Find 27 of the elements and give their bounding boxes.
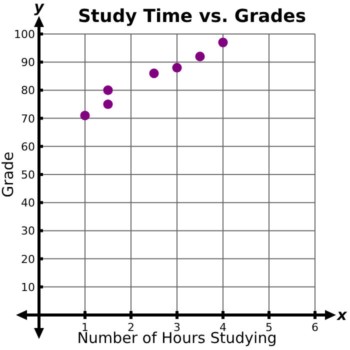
y-tick-label: 10 bbox=[21, 280, 35, 294]
y-tick-label: 100 bbox=[14, 28, 35, 41]
point bbox=[103, 99, 113, 110]
y-tick-label: 80 bbox=[21, 84, 35, 98]
text: x bbox=[336, 306, 348, 324]
y-tick-label: 90 bbox=[21, 56, 35, 70]
point bbox=[218, 38, 228, 48]
point bbox=[149, 68, 159, 78]
y-axis-title: Grade bbox=[0, 152, 17, 198]
x-tick-label: 1 bbox=[82, 321, 88, 334]
x-tick-label: 5 bbox=[266, 321, 272, 334]
point bbox=[80, 110, 90, 120]
chart-title: Study Time vs. Grades bbox=[78, 6, 306, 27]
x-tick-label: 6 bbox=[312, 321, 318, 334]
y-tick-label: 70 bbox=[21, 112, 35, 126]
x-tick-label: 3 bbox=[174, 321, 180, 334]
x-tick-label: 2 bbox=[128, 321, 134, 334]
y-tick-label: 40 bbox=[21, 196, 35, 210]
point bbox=[103, 85, 113, 95]
x-tick-label: 4 bbox=[220, 321, 226, 334]
point bbox=[195, 52, 205, 62]
y-tick-label: 60 bbox=[21, 140, 35, 154]
y-tick-label: 50 bbox=[21, 168, 35, 182]
text: y bbox=[34, 0, 46, 16]
point bbox=[172, 62, 182, 73]
y-tick-label: 20 bbox=[21, 252, 35, 266]
y-tick-label: 30 bbox=[21, 224, 35, 238]
